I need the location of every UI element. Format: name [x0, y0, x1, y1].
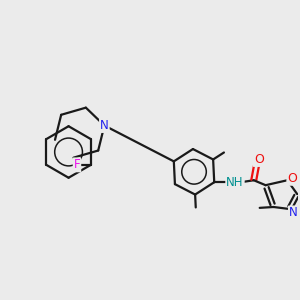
- Text: N: N: [100, 119, 109, 132]
- Text: F: F: [74, 158, 80, 171]
- Text: NH: NH: [226, 176, 244, 189]
- Text: O: O: [254, 153, 264, 166]
- Text: N: N: [289, 206, 298, 219]
- Text: O: O: [287, 172, 297, 185]
